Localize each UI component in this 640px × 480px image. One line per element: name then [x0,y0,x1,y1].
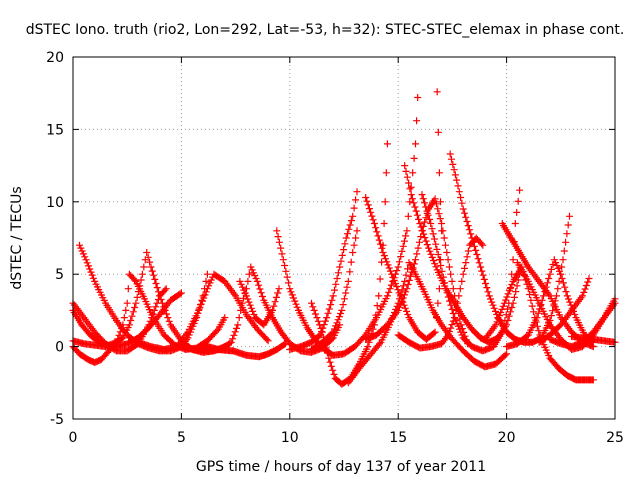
series-9 [236,277,283,329]
x-tick-label: 15 [389,430,407,446]
series-13 [308,227,361,353]
series-markers [535,275,593,346]
series-8 [199,340,289,361]
y-tick-label: -5 [50,412,64,428]
plot-frame [72,56,616,420]
series-23 [503,256,597,351]
y-tick-label: 20 [46,50,64,66]
x-tick-label: 0 [69,430,78,446]
series-markers [199,340,289,361]
x-axis-label: GPS time / hours of day 137 of year 2011 [196,459,486,475]
grid [73,57,615,419]
series-markers [418,186,524,355]
series-16 [362,88,446,343]
axis-ticks: 0 5 10 15 20 25 -5 0 5 10 15 20 [46,50,624,446]
series-27 [568,333,619,346]
series-markers [362,88,446,343]
series-19 [418,186,524,355]
series-18 [394,234,487,352]
y-tick-label: 10 [46,195,64,211]
chart-title: dSTEC Iono. truth (rio2, Lon=292, Lat=-5… [26,22,625,38]
series-14 [344,259,511,387]
series-markers [344,259,511,387]
series-markers [394,234,487,352]
series-10 [273,94,422,359]
series-markers [503,256,597,351]
data-marks [69,88,619,388]
x-tick-label: 10 [281,430,299,446]
y-tick-label: 5 [55,267,64,283]
y-tick-label: 0 [55,340,64,356]
x-tick-label: 25 [606,430,624,446]
x-tick-label: 20 [498,430,516,446]
series-markers [273,94,422,359]
series-11 [286,188,361,353]
series-markers [286,188,361,353]
y-axis-label: dSTEC / TECUs [9,186,25,289]
series-markers [568,333,619,346]
x-tick-label: 5 [177,430,186,446]
y-tick-label: 15 [46,122,64,138]
series-markers [308,227,361,353]
series-markers [236,277,283,329]
series-25 [535,275,593,346]
